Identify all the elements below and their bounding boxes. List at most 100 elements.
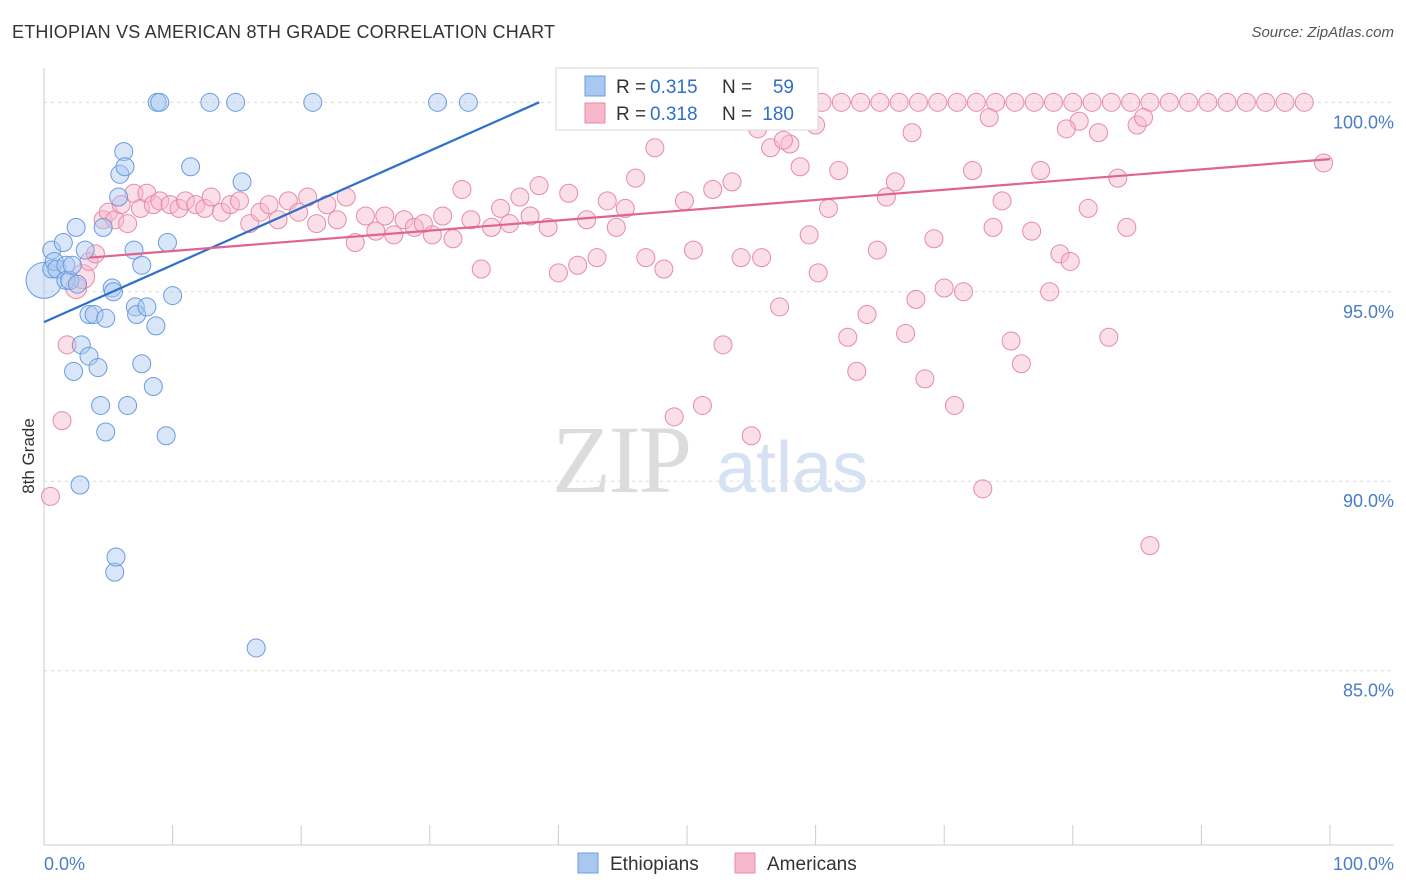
stats-legend-swatch-pink <box>584 102 606 124</box>
stats-legend-r-value-pink: 0.318 <box>650 104 698 125</box>
scatter-point <box>106 547 126 567</box>
scatter-point <box>137 297 157 317</box>
legend-label-americans[interactable]: Americans <box>767 854 857 875</box>
scatter-point <box>157 233 177 253</box>
scatter-point <box>42 259 62 279</box>
scatter-point <box>64 361 84 381</box>
source-label: Source: ZipAtlas.com <box>1251 24 1394 41</box>
scatter-point <box>118 214 138 234</box>
stats-legend-swatch-blue <box>584 75 606 97</box>
watermark-atlas: atlas <box>716 428 868 508</box>
scatter-point <box>1117 217 1137 237</box>
scatter-point <box>928 92 948 112</box>
scatter-point <box>626 168 646 188</box>
scatter-point <box>983 217 1003 237</box>
scatter-point <box>150 92 170 112</box>
y-tick-label: 100.0% <box>1333 112 1394 132</box>
scatter-point <box>568 255 588 275</box>
scatter-point <box>375 206 395 226</box>
scatter-point <box>770 297 790 317</box>
scatter-point <box>577 210 597 230</box>
scatter-point <box>790 157 810 177</box>
scatter-point <box>268 210 288 230</box>
scatter-point <box>428 92 448 112</box>
legend-label-ethiopians[interactable]: Ethiopians <box>610 854 699 875</box>
scatter-point <box>482 217 502 237</box>
scatter-point <box>636 248 656 268</box>
scatter-point <box>979 107 999 127</box>
scatter-point <box>1236 92 1256 112</box>
scatter-point <box>150 191 170 211</box>
scatter-point <box>394 210 414 230</box>
scatter-point <box>741 426 761 446</box>
scatter-point <box>356 206 375 226</box>
scatter-point <box>111 195 131 215</box>
legend-swatch-americans[interactable] <box>734 852 756 874</box>
scatter-point <box>232 172 252 192</box>
scatter-point <box>654 259 674 279</box>
scatter-point <box>722 172 742 192</box>
scatter-point <box>773 130 793 150</box>
scatter-point <box>114 142 134 162</box>
scatter-point <box>88 358 108 378</box>
scatter-point <box>52 411 72 431</box>
scatter-point <box>713 335 733 355</box>
legend-swatch-ethiopians[interactable] <box>577 852 599 874</box>
scatter-point <box>1217 92 1237 112</box>
scatter-point <box>200 92 220 112</box>
scatter-point <box>62 255 82 275</box>
stats-legend: R = 0.315 N = 59 R = 0.318 N = 180 <box>555 67 819 131</box>
scatter-point <box>1022 221 1042 241</box>
scatter-point <box>1063 92 1083 112</box>
scatter-point <box>91 395 111 415</box>
scatter-point <box>780 134 800 154</box>
scatter-point <box>1101 92 1121 112</box>
scatter-point <box>851 92 871 112</box>
scatter-point <box>143 195 163 215</box>
scatter-point <box>1275 92 1295 112</box>
scatter-point <box>731 248 751 268</box>
scatter-point <box>944 395 964 415</box>
scatter-point <box>992 191 1012 211</box>
scatter-point <box>1179 92 1199 112</box>
scatter-point <box>146 316 166 336</box>
scatter-point <box>1140 536 1160 556</box>
scatter-point <box>615 198 635 218</box>
scatter-point <box>597 191 617 211</box>
scatter-point <box>510 187 530 207</box>
scatter-point <box>1011 354 1031 374</box>
scatter-point <box>966 92 986 112</box>
scatter-point <box>163 286 183 306</box>
scatter-point <box>125 297 145 317</box>
scatter-point <box>664 407 684 427</box>
chart-title: ETHIOPIAN VS AMERICAN 8TH GRADE CORRELAT… <box>12 22 556 42</box>
scatter-point <box>491 198 511 218</box>
scatter-point <box>1127 115 1147 135</box>
scatter-point <box>75 240 95 260</box>
scatter-point <box>529 176 549 196</box>
scatter-point <box>1294 92 1314 112</box>
scatter-point <box>838 327 858 347</box>
y-tick-label: 95.0% <box>1343 302 1394 322</box>
scatter-point <box>1089 123 1109 143</box>
scatter-point <box>84 305 104 325</box>
scatter-point <box>906 289 926 309</box>
scatter-point <box>1056 119 1076 139</box>
axes <box>43 68 1394 846</box>
trend-line-ethiopians <box>43 101 540 324</box>
scatter-point <box>201 187 221 207</box>
scatter-point <box>947 92 967 112</box>
scatter-point <box>226 92 246 112</box>
trend-lines <box>43 101 1331 324</box>
scatter-point <box>587 248 607 268</box>
scatter-point <box>831 92 851 112</box>
scatter-point <box>703 179 723 199</box>
scatter-point <box>44 251 64 271</box>
scatter-point <box>1024 92 1044 112</box>
scatter-point <box>143 377 163 397</box>
scatter-point <box>902 123 922 143</box>
scatter-point <box>683 240 703 260</box>
scatter-point <box>109 187 129 207</box>
scatter-point <box>1198 92 1218 112</box>
scatter-point <box>132 354 152 374</box>
